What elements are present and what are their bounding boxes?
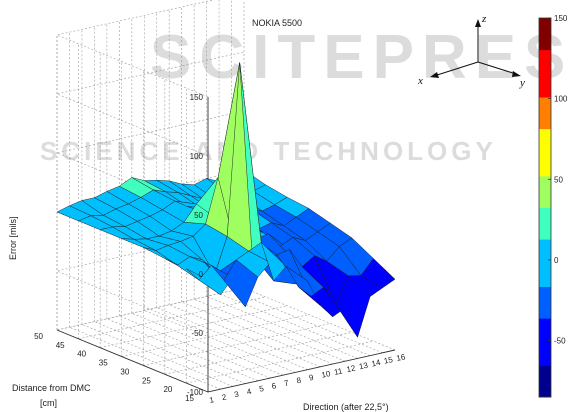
grid-line — [243, 287, 396, 351]
z-tick-label: -100 — [187, 388, 204, 397]
grid-line — [94, 321, 246, 384]
x-axis-label: Direction (after 22,5°) — [303, 402, 389, 412]
grid-line — [156, 307, 308, 370]
colorbar-segment — [539, 333, 551, 351]
grid-line — [100, 305, 288, 349]
watermark-line1: SCITEPRESS — [150, 23, 575, 92]
colorbar-tick-label: 100 — [554, 95, 568, 104]
grid-line — [169, 304, 321, 368]
y-axis-label-line1: Distance from DMC — [12, 383, 91, 393]
colorbar-tick-label: 0 — [554, 256, 559, 265]
triad-x-label: x — [417, 75, 423, 87]
y-tick-label: 50 — [34, 332, 43, 341]
axis-triad: z x y — [417, 13, 525, 89]
x-tick-label: 8 — [296, 376, 303, 386]
grid-line — [206, 296, 358, 359]
tick-labels: 1 2 3 4 5 6 7 8 9 10 11 12 13 14 15 1615202530354045501… — [34, 93, 407, 405]
grid-line — [81, 324, 234, 387]
colorbar-segment — [539, 302, 551, 319]
colorbar-segment — [539, 191, 551, 208]
watermark-line2: SCIENCE AND TECHNOLOGY — [40, 136, 497, 166]
colorbar-segment — [539, 349, 551, 366]
z-tick-label: 150 — [190, 93, 204, 102]
surface-patch — [360, 258, 396, 289]
colorbar-tick-label: 50 — [554, 175, 563, 184]
axis-edge — [56, 329, 209, 393]
colorbar-segment — [539, 112, 551, 130]
y-tick-label: 15 — [185, 394, 194, 403]
y-tick-label: 40 — [77, 350, 86, 359]
x-tick-label: 3 — [233, 390, 240, 400]
colorbar-frame — [538, 17, 552, 398]
x-tick-label: 9 — [308, 373, 315, 383]
x-tick-label: 15 — [383, 355, 394, 366]
z-tick-label: -50 — [191, 329, 203, 338]
colorbar-segment — [539, 286, 551, 303]
colorbar-segment — [539, 239, 551, 256]
colorbar-segment — [539, 81, 551, 98]
x-tick-label: 16 — [396, 352, 407, 363]
colorbar-segment — [539, 65, 551, 82]
surface-plot — [56, 62, 396, 338]
colorbar-segment — [539, 381, 551, 398]
colorbar-segment — [539, 18, 551, 35]
x-tick-label: 11 — [333, 366, 344, 377]
x-tick-label: 2 — [221, 392, 228, 402]
triad-z-arrow — [475, 19, 481, 27]
triad-y-arrow — [512, 71, 521, 77]
colorbar-segment — [539, 97, 551, 114]
colorbar-segment — [539, 144, 551, 161]
colorbar-segment — [539, 128, 551, 145]
grid-line — [194, 298, 346, 362]
colorbar: 150 100 50 0 -50 — [538, 14, 568, 398]
colorbar-segment — [539, 207, 551, 224]
watermark: SCITEPRESS SCIENCE AND TECHNOLOGY — [40, 23, 575, 166]
colorbar-segment — [539, 365, 551, 382]
z-tick-label: 50 — [194, 211, 203, 220]
chart-title: NOKIA 5500 — [252, 18, 302, 28]
colorbar-segment — [539, 175, 551, 193]
grid-line — [69, 326, 221, 390]
x-tick-label: 7 — [283, 378, 290, 388]
grid-line — [121, 314, 309, 357]
grid-line — [106, 318, 258, 382]
colorbar-segment — [539, 270, 551, 287]
y-tick-label: 45 — [56, 341, 65, 350]
y-tick-label: 25 — [142, 376, 151, 385]
y-tick-label: 35 — [99, 359, 108, 368]
x-tick-label: 6 — [271, 381, 278, 391]
triad-z-label: z — [481, 13, 487, 25]
triad-x-arrow — [430, 72, 439, 78]
grid-line — [181, 301, 333, 365]
grid-line — [144, 310, 296, 373]
colorbar-segment — [539, 223, 551, 240]
triad-y-label: y — [519, 77, 525, 89]
x-tick-label: 13 — [358, 361, 369, 372]
y-tick-label: 20 — [163, 385, 172, 394]
x-tick-label: 12 — [346, 363, 357, 374]
colorbar-segment — [539, 33, 551, 51]
grid-line — [119, 315, 271, 379]
colorbar-segment — [539, 49, 551, 66]
colorbar-tick-label: 150 — [554, 14, 568, 23]
triad-x-line — [433, 61, 479, 77]
colorbar-segment — [539, 160, 551, 177]
x-tick-label: 10 — [321, 369, 332, 380]
x-tick-label: 5 — [258, 384, 265, 394]
y-axis-label-line2: [cm] — [40, 398, 57, 408]
z-tick-label: 0 — [199, 270, 204, 279]
triad-y-line — [477, 61, 517, 75]
z-tick-label: 100 — [190, 152, 204, 161]
colorbar-segment — [539, 254, 551, 272]
x-tick-label: 14 — [371, 358, 382, 369]
x-tick-label: 1 — [209, 395, 216, 405]
x-tick-label: 4 — [246, 387, 253, 397]
z-axis-label: Error [mils] — [8, 217, 18, 261]
grid-line — [231, 290, 383, 354]
y-tick-label: 30 — [120, 367, 129, 376]
colorbar-tick-label: -50 — [554, 337, 566, 346]
grid-line — [131, 312, 283, 376]
colorbar-segment — [539, 318, 551, 335]
